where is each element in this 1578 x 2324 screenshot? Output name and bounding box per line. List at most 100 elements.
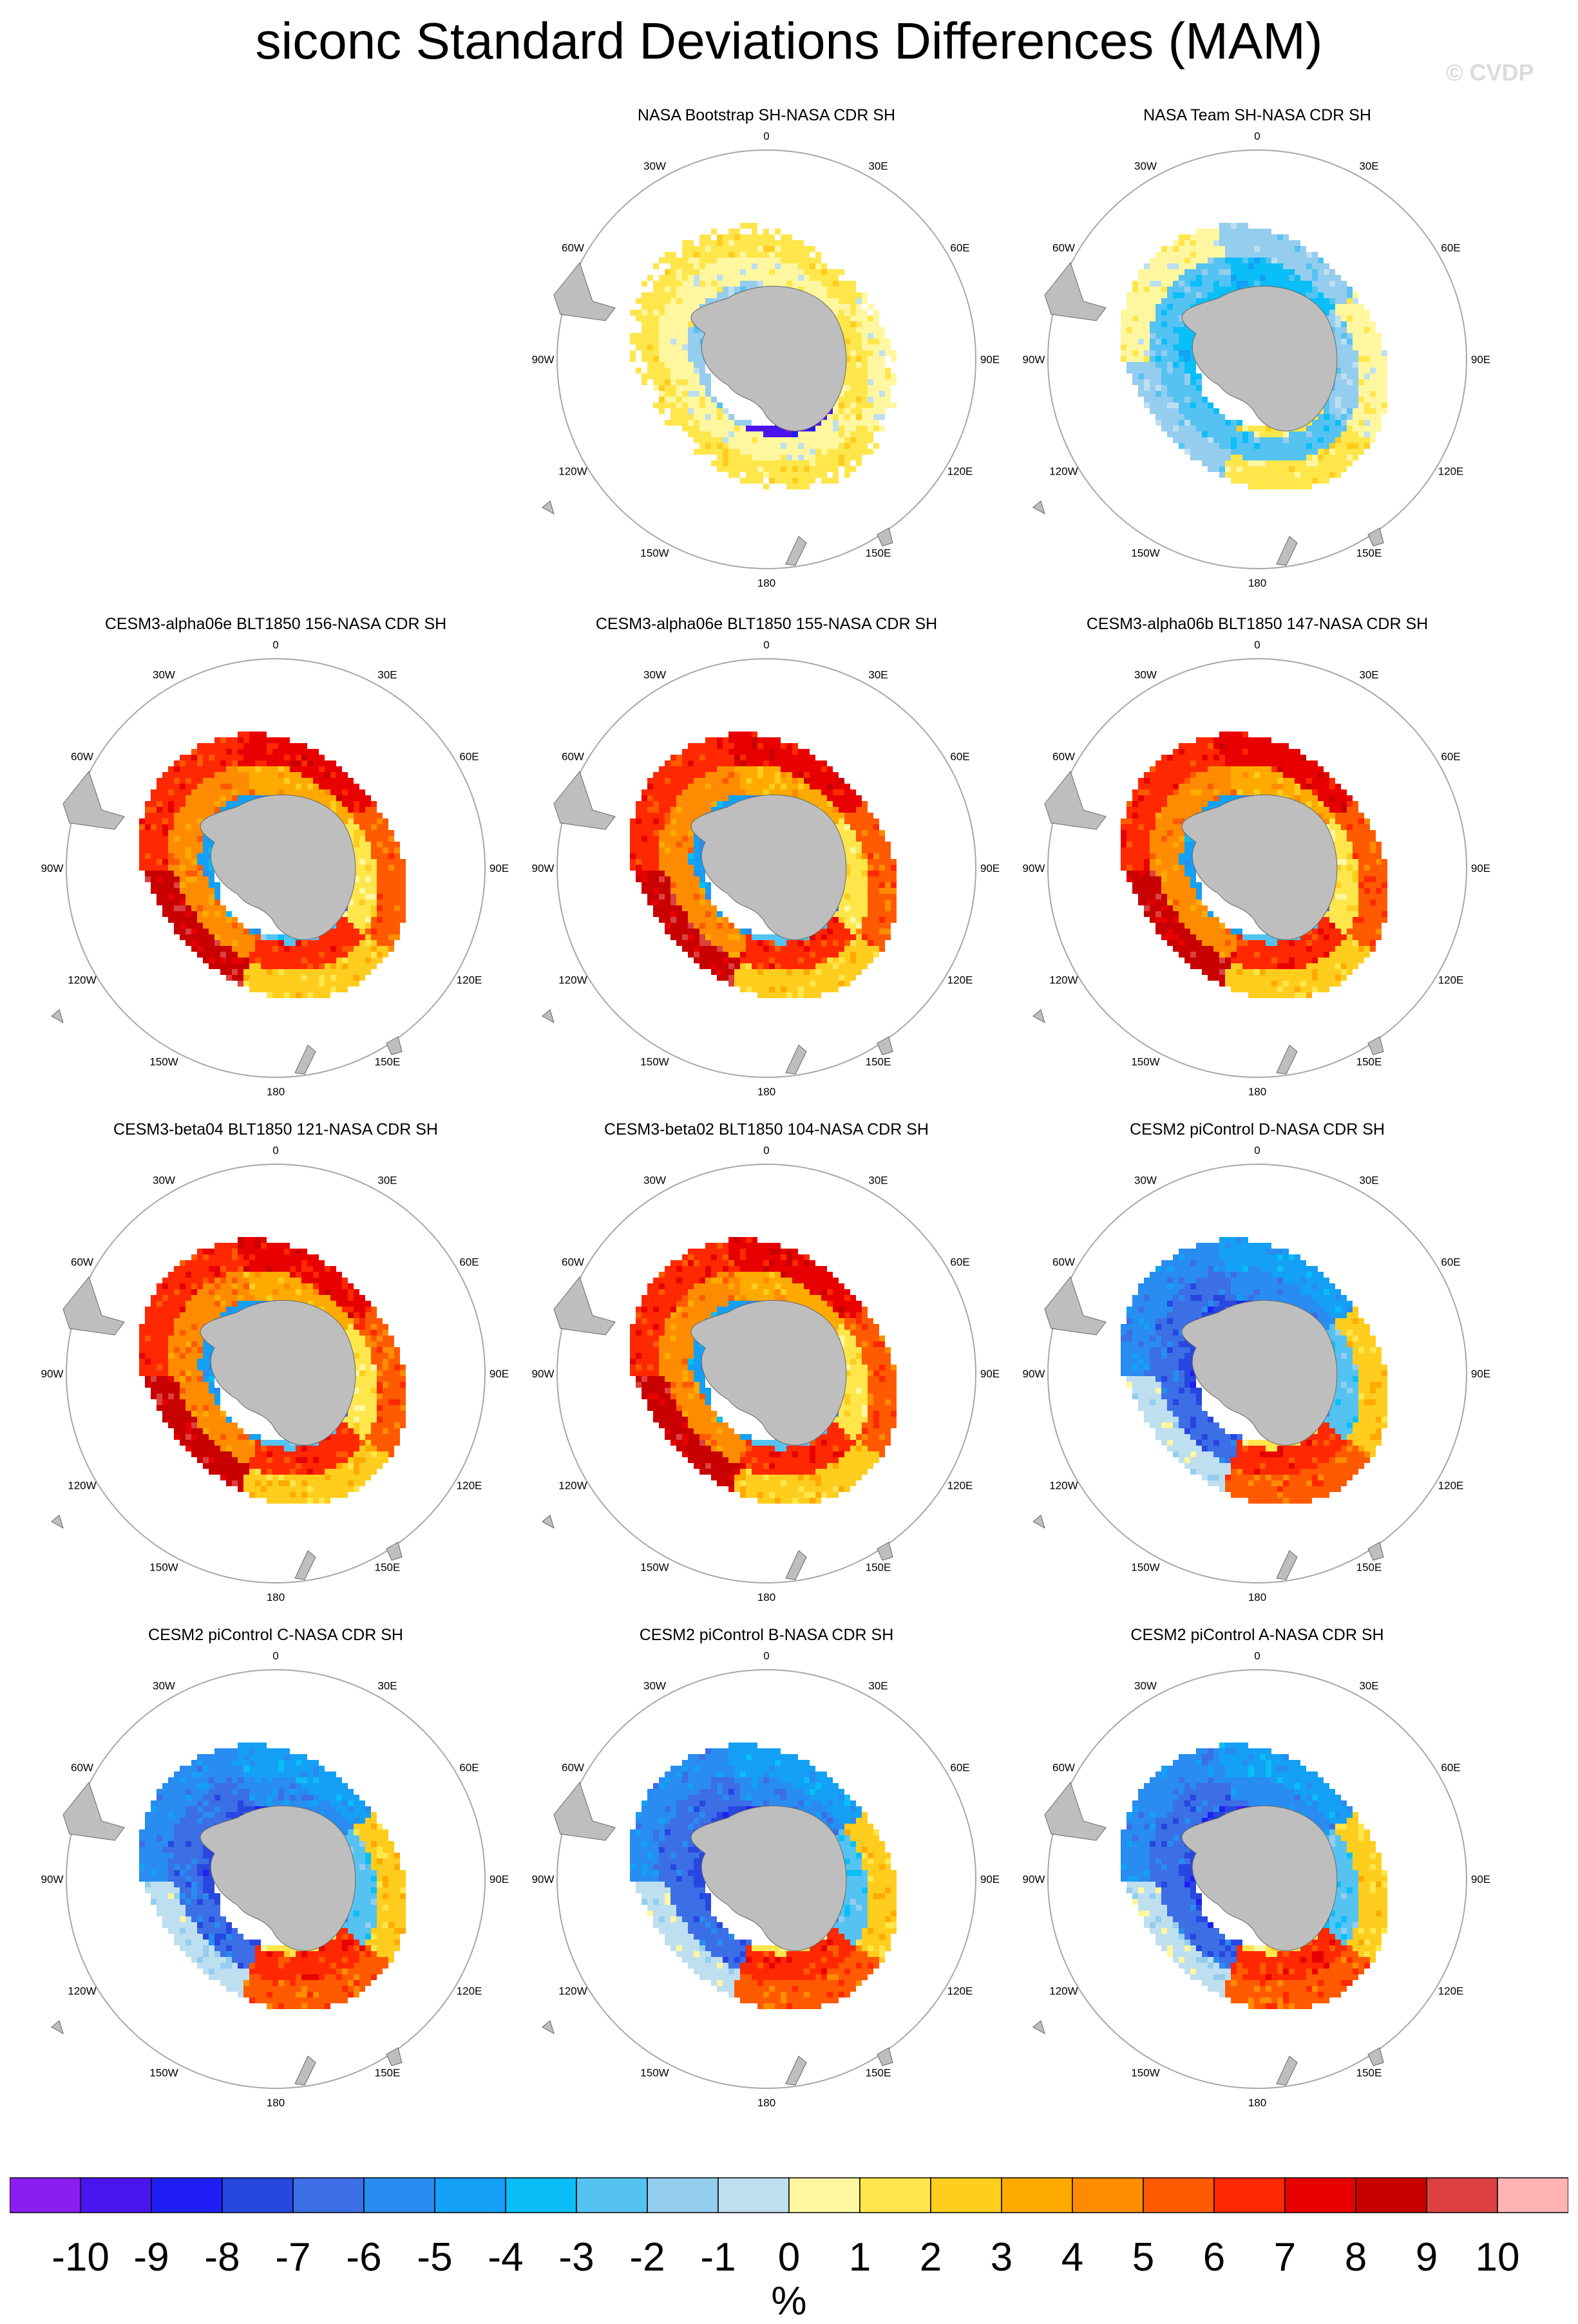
ice-cell: [1242, 455, 1248, 460]
ice-cell: [243, 755, 249, 760]
ice-cell: [1329, 281, 1335, 287]
ice-cell: [1277, 263, 1283, 269]
ice-cell: [868, 905, 873, 911]
ice-cell: [694, 402, 699, 408]
ice-cell: [371, 865, 377, 871]
ice-cell: [734, 940, 740, 946]
ice-cell: [862, 842, 868, 847]
ice-cell: [1202, 420, 1208, 426]
ice-cell: [757, 240, 763, 246]
ice-cell: [1184, 356, 1190, 362]
ice-cell: [296, 969, 301, 975]
ice-cell: [1318, 275, 1324, 281]
ice-cell: [694, 784, 699, 789]
ice-cell: [191, 813, 197, 818]
ice-cell: [763, 426, 769, 431]
ice-cell: [682, 766, 688, 772]
ice-cell: [752, 234, 757, 240]
ice-cell: [728, 246, 734, 252]
ice-cell: [839, 940, 844, 946]
ice-cell: [1347, 426, 1353, 431]
ice-cell: [844, 911, 850, 917]
ice-cell: [856, 437, 862, 443]
ice-cell: [1167, 373, 1173, 379]
ice-cell: [746, 963, 752, 969]
ice-cell: [307, 789, 313, 795]
ice-cell: [1260, 252, 1266, 258]
ice-cell: [682, 345, 688, 350]
ice-cell: [839, 778, 844, 784]
ice-cell: [653, 345, 659, 350]
ice-cell: [891, 350, 897, 356]
ice-cell: [354, 836, 359, 842]
ice-cell: [1138, 298, 1144, 304]
ice-cell: [688, 778, 694, 784]
ice-cell: [711, 801, 717, 807]
ice-cell: [688, 373, 694, 379]
ice-cell: [296, 760, 301, 766]
ice-cell: [255, 784, 261, 789]
ice-cell: [786, 234, 792, 240]
ice-cell: [1231, 437, 1237, 443]
ice-cell: [839, 952, 844, 958]
ice-cell: [151, 882, 157, 888]
ice-cell: [1266, 443, 1271, 449]
ice-cell: [313, 772, 319, 778]
ice-cell: [676, 391, 682, 397]
ice-cell: [647, 853, 653, 859]
ice-cell: [1161, 287, 1167, 292]
ice-cell: [856, 836, 862, 842]
ice-cell: [699, 929, 705, 934]
ice-cell: [1312, 455, 1318, 460]
ice-cell: [180, 905, 185, 911]
ice-cell: [792, 449, 798, 455]
ice-cell: [1173, 408, 1179, 414]
ice-cell: [740, 934, 746, 940]
ice-cell: [699, 807, 705, 813]
ice-cell: [862, 900, 868, 905]
ice-cell: [653, 911, 659, 917]
ice-cell: [1144, 379, 1150, 385]
ice-cell: [267, 981, 272, 987]
ice-cell: [792, 981, 798, 987]
ice-cell: [151, 853, 157, 859]
ice-cell: [203, 807, 209, 813]
ice-cell: [728, 778, 734, 784]
ice-cell: [752, 246, 757, 252]
ice-cell: [319, 772, 325, 778]
ice-cell: [659, 882, 665, 888]
ice-cell: [862, 882, 868, 888]
ice-cell: [653, 882, 659, 888]
ice-cell: [388, 842, 394, 847]
ice-cell: [383, 876, 388, 882]
ice-cell: [238, 749, 243, 755]
ice-cell: [319, 789, 325, 795]
ice-cell: [862, 449, 868, 455]
ice-cell: [647, 789, 653, 795]
ice-cell: [1266, 246, 1271, 252]
ice-cell: [665, 859, 670, 865]
ice-cell: [377, 847, 383, 853]
ice-cell: [676, 339, 682, 345]
ice-cell: [1358, 385, 1364, 391]
ice-cell: [786, 784, 792, 789]
ice-cell: [162, 778, 168, 784]
ice-cell: [659, 876, 665, 882]
ice-cell: [1144, 287, 1150, 292]
ice-cell: [354, 981, 359, 987]
ice-cell: [868, 414, 873, 420]
ice-cell: [197, 923, 203, 929]
panel-title: NASA Team SH-NASA CDR SH: [1012, 106, 1502, 125]
ice-cell: [1277, 455, 1283, 460]
ice-cell: [191, 888, 197, 894]
ice-cell: [786, 431, 792, 437]
ice-cell: [769, 749, 775, 755]
ice-cell: [255, 958, 261, 963]
ice-cell: [821, 269, 827, 275]
ice-cell: [676, 373, 682, 379]
ice-cell: [1335, 466, 1341, 472]
ice-cell: [249, 766, 255, 772]
ice-cell: [717, 443, 723, 449]
ice-cell: [220, 778, 226, 784]
